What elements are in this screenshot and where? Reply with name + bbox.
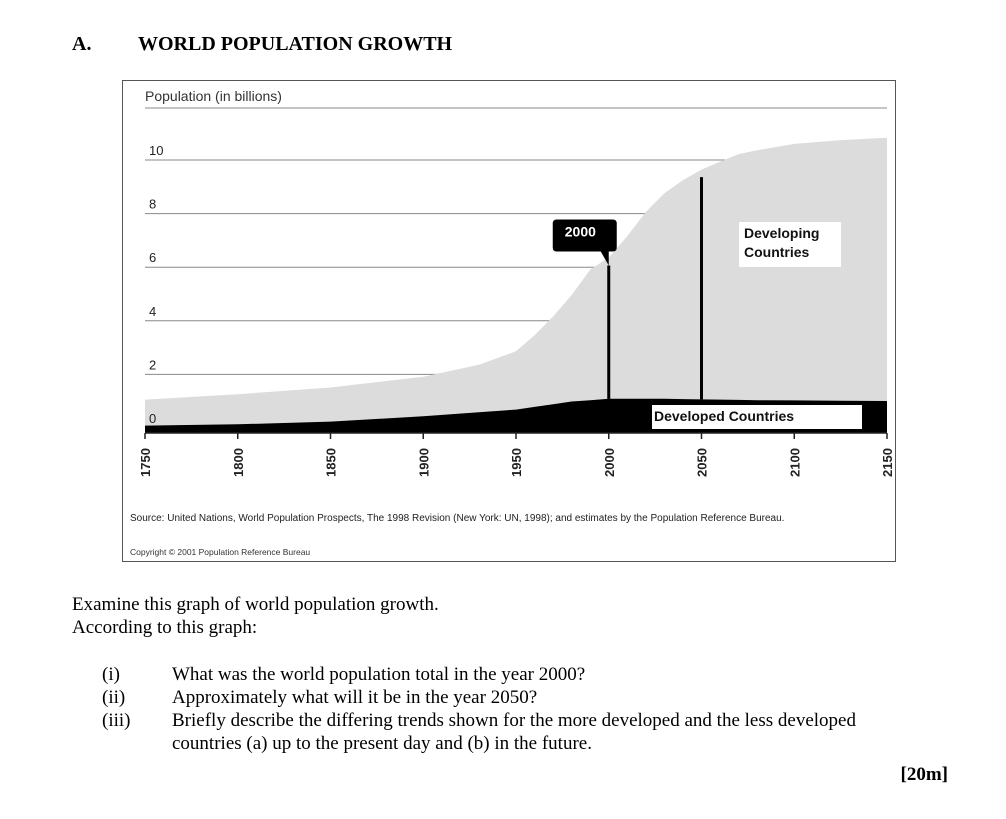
- question-1: (i) What was the world population total i…: [102, 663, 892, 686]
- developing-countries-area: [145, 137, 887, 433]
- instruction-line-2: According to this graph:: [72, 617, 258, 638]
- annotation-callout: [552, 219, 617, 266]
- y-tick-label: 8: [149, 197, 156, 212]
- y-tick-label: 4: [149, 304, 156, 319]
- question-3-number: (iii): [102, 710, 131, 731]
- developed-label-box: [652, 405, 862, 429]
- developed-label-text: Developed Countries: [654, 408, 794, 424]
- developing-label-box: [739, 222, 841, 267]
- x-tick-label: 1750: [138, 448, 153, 477]
- y-tick-label: 2: [149, 357, 156, 372]
- x-tick-label: 1850: [324, 448, 339, 477]
- annotation-label: 2000: [565, 224, 596, 240]
- x-tick-label: 2100: [787, 448, 802, 477]
- copyright-note: Copyright © 2001 Population Reference Bu…: [130, 547, 311, 557]
- x-tick-label: 2000: [602, 448, 617, 477]
- question-2: (ii) Approximately what will it be in the…: [102, 686, 892, 709]
- question-2-text: Approximately what will it be in the yea…: [172, 687, 538, 708]
- x-tick-label: 1800: [231, 448, 246, 477]
- x-tick-label: 1900: [416, 448, 431, 477]
- marks-label: [20m]: [900, 764, 948, 785]
- question-1-text: What was the world population total in t…: [172, 664, 586, 685]
- y-axis-label: Population (in billions): [145, 88, 282, 104]
- y-tick-label: 10: [149, 143, 163, 158]
- y-tick-label: 6: [149, 250, 156, 265]
- population-chart: Population (in billions) 0 2 4 6 8 10 1750 180…: [122, 80, 896, 562]
- developing-label-line2: Countries: [744, 244, 810, 260]
- annotations: 2000: [552, 177, 703, 400]
- developed-label: Developed Countries: [652, 405, 862, 429]
- source-note: Source: United Nations, World Population…: [130, 513, 785, 524]
- developing-label: Developing Countries: [739, 222, 841, 267]
- section-letter: A.: [72, 33, 92, 55]
- section-title: WORLD POPULATION GROWTH: [138, 33, 453, 55]
- x-tick-label: 2050: [695, 448, 710, 477]
- section-heading: A. WORLD POPULATION GROWTH: [72, 33, 452, 56]
- instruction-line-1: Examine this graph of world population g…: [72, 594, 439, 615]
- x-tick-label: 2150: [880, 448, 895, 477]
- question-2-number: (ii): [102, 687, 126, 708]
- y-tick-label: 0: [149, 411, 156, 426]
- y-tick-labels: 0 2 4 6 8 10: [149, 143, 163, 426]
- question-3: (iii) Briefly describe the differing tren…: [102, 709, 892, 755]
- question-1-number: (i): [102, 664, 120, 685]
- chart-svg: Population (in billions) 0 2 4 6 8 10 1750 180…: [138, 88, 895, 477]
- x-axis: 1750 1800 1850 1900 1950 2000 2050 2100 2150: [138, 432, 895, 477]
- developing-label-line1: Developing: [744, 225, 819, 241]
- question-3-text: Briefly describe the differing trends sh…: [172, 710, 856, 754]
- x-tick-label: 1950: [509, 448, 524, 477]
